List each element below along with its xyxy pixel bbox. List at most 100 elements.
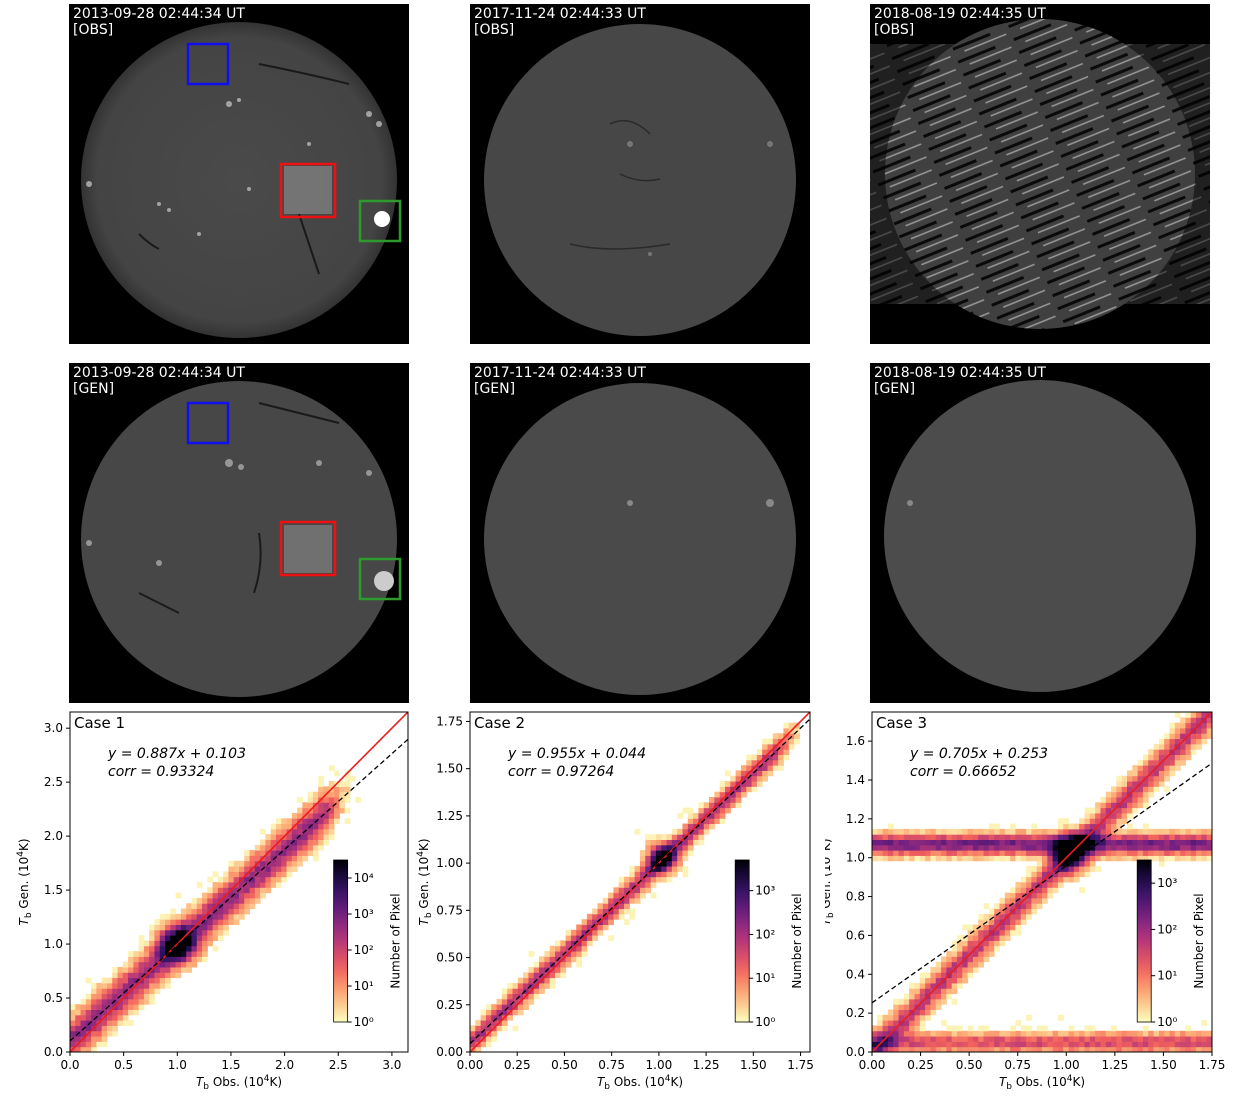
histogram-cell xyxy=(549,951,556,957)
colorbar-tick-label: 10³ xyxy=(1157,876,1177,890)
histogram-cell xyxy=(919,828,926,835)
x-tick-label: 1.25 xyxy=(693,1058,720,1072)
histogram-cell xyxy=(640,860,646,867)
histogram-cell xyxy=(671,839,678,846)
histogram-cell xyxy=(1073,871,1080,878)
histogram-cell xyxy=(661,876,668,883)
histogram-cell xyxy=(655,866,662,872)
histogram-cell xyxy=(96,982,103,989)
histogram-cell xyxy=(919,1025,926,1032)
histogram-cell xyxy=(170,972,177,979)
histogram-cell xyxy=(91,993,97,1000)
histogram-cell xyxy=(629,876,636,883)
histogram-cell xyxy=(967,1046,974,1052)
histogram-cell xyxy=(1020,903,1027,910)
histogram-cell xyxy=(914,844,921,851)
histogram-cell xyxy=(1132,1036,1139,1042)
histogram-cell xyxy=(719,818,726,825)
histogram-cell xyxy=(485,1014,492,1021)
histogram-cell xyxy=(512,998,519,1005)
histogram-cell xyxy=(1063,871,1070,878)
histogram-cell xyxy=(217,887,224,894)
histogram-cell xyxy=(1031,1030,1038,1037)
histogram-cell xyxy=(165,972,171,979)
histogram-cell xyxy=(1063,839,1070,846)
histogram-cell xyxy=(260,839,266,846)
histogram-cell xyxy=(872,1041,878,1048)
histogram-cell xyxy=(1010,892,1016,899)
histogram-cell xyxy=(1153,1036,1160,1042)
histogram-cell xyxy=(186,967,192,973)
histogram-cell xyxy=(1015,1041,1022,1048)
histogram-cell xyxy=(893,855,900,862)
histogram-cell xyxy=(143,993,150,1000)
histogram-cell xyxy=(1127,770,1133,777)
histogram-cell xyxy=(941,850,947,856)
histogram-cell xyxy=(903,998,910,1005)
histogram-cell xyxy=(223,903,229,910)
histogram-cell xyxy=(1121,1030,1128,1037)
histogram-cell xyxy=(297,828,303,835)
histogram-cell xyxy=(994,839,1000,846)
histogram-cell xyxy=(85,1020,92,1026)
histogram-cell xyxy=(941,844,947,851)
histogram-cell xyxy=(228,892,235,899)
histogram-cell xyxy=(877,1030,884,1037)
histogram-cell xyxy=(1047,1036,1054,1042)
histogram-cell xyxy=(1010,834,1016,840)
histogram-cell xyxy=(893,1041,900,1048)
histogram-cell xyxy=(112,1014,119,1021)
histogram-cell xyxy=(872,834,878,840)
histogram-cell xyxy=(740,791,747,798)
histogram-cell xyxy=(555,940,561,947)
histogram-cell xyxy=(260,860,266,867)
histogram-cell xyxy=(539,967,545,973)
colorbar-tick-label: 10³ xyxy=(354,907,374,921)
histogram-cell xyxy=(101,1041,108,1048)
histogram-cell xyxy=(485,1041,492,1048)
histogram-cell xyxy=(1190,717,1197,724)
histogram-cell xyxy=(138,972,145,979)
histogram-cell xyxy=(1052,887,1059,894)
histogram-cell xyxy=(914,1025,921,1032)
histogram-cell xyxy=(618,913,625,920)
histogram-cell xyxy=(778,733,784,740)
histogram-cell xyxy=(1042,828,1048,835)
histogram-cell xyxy=(677,834,683,840)
histogram-cell xyxy=(233,876,240,883)
histogram-cell xyxy=(117,1020,124,1026)
sun-disk-image xyxy=(81,22,402,338)
histogram-cell xyxy=(967,961,974,968)
histogram-cell xyxy=(618,892,625,899)
histogram-cell xyxy=(1185,743,1192,750)
histogram-cell xyxy=(1047,834,1054,840)
histogram-cell xyxy=(1196,855,1202,862)
histogram-cell xyxy=(570,951,577,957)
histogram-cell xyxy=(909,1025,915,1032)
histogram-cell xyxy=(677,855,683,862)
histogram-cell xyxy=(687,823,694,830)
histogram-cell xyxy=(138,935,145,941)
histogram-cell xyxy=(762,770,768,777)
histogram-cell xyxy=(1142,802,1149,809)
histogram-cell xyxy=(592,935,598,941)
histogram-cell xyxy=(925,1004,931,1010)
histogram-cell xyxy=(703,823,710,830)
histogram-cell xyxy=(1174,855,1181,862)
histogram-cell xyxy=(613,887,620,894)
histogram-cell xyxy=(491,1020,498,1026)
histogram-cell xyxy=(1206,850,1212,856)
solar-disk xyxy=(484,383,796,695)
histogram-cell xyxy=(75,1004,82,1010)
histogram-cell xyxy=(978,855,985,862)
histogram-cell xyxy=(972,844,979,851)
histogram-cell xyxy=(1206,834,1212,840)
histogram-cell xyxy=(1026,887,1032,894)
histogram-cell xyxy=(1142,781,1149,787)
histogram-cell xyxy=(967,850,974,856)
histogram-cell xyxy=(1015,913,1022,920)
histogram-cell xyxy=(1180,839,1186,846)
histogram-cell xyxy=(882,850,889,856)
histogram-cell xyxy=(1063,866,1070,872)
x-tick-label: 0.0 xyxy=(60,1058,79,1072)
